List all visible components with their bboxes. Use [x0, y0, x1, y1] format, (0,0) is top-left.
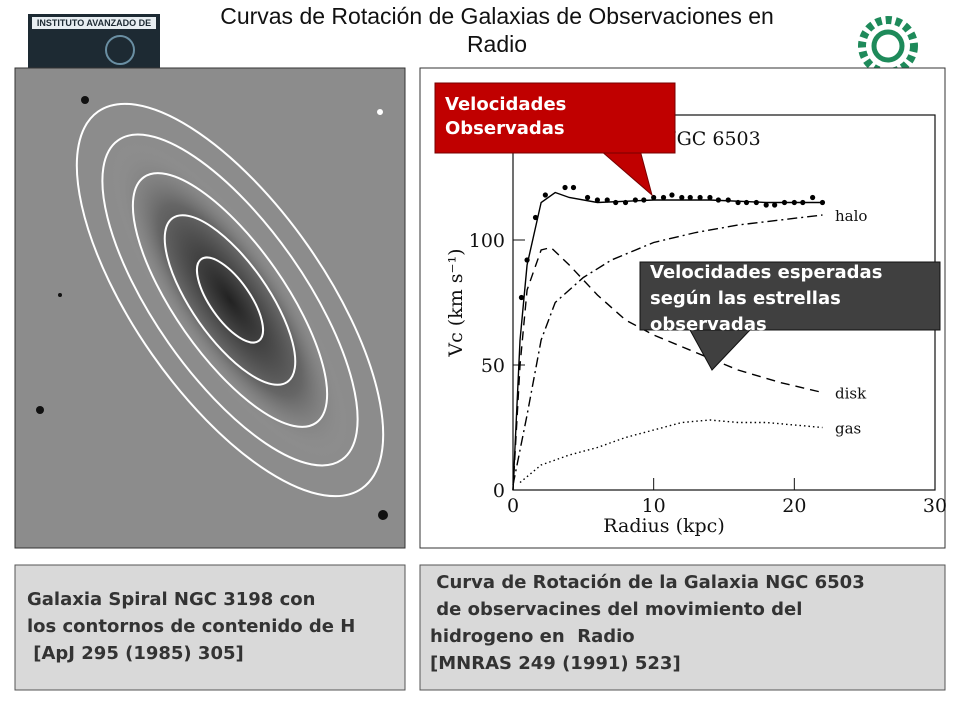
caption-box: [419, 564, 946, 691]
curve-label: halo: [835, 207, 867, 225]
data-point: [584, 194, 591, 201]
data-point: [772, 202, 778, 208]
caption-box: [14, 564, 406, 691]
y-tick-label: 50: [481, 355, 505, 377]
callout-text: Observadas: [445, 118, 565, 139]
data-point: [518, 294, 525, 301]
data-point: [651, 194, 657, 201]
caption-line: hidrogeno en Radio: [430, 626, 635, 647]
chart-title: NGC 6503: [660, 128, 761, 150]
logo-left: INSTITUTO AVANZADO DE: [28, 14, 160, 70]
callout-text: Velocidades: [445, 94, 566, 115]
y-tick-label: 100: [469, 230, 505, 252]
caption-line: Galaxia Spiral NGC 3198 con: [27, 589, 315, 610]
callout-text: Velocidades esperadas: [650, 262, 882, 283]
data-point: [604, 197, 610, 203]
data-point: [763, 202, 769, 208]
data-point: [687, 194, 693, 201]
caption-line: [MNRAS 249 (1991) 523]: [430, 653, 681, 674]
callout-observed: [434, 82, 676, 197]
x-tick-label: 20: [782, 495, 806, 517]
curve-label: disk: [835, 385, 867, 403]
galaxy-image: [14, 67, 406, 549]
data-point: [570, 184, 577, 191]
y-tick-label: 0: [493, 480, 505, 502]
curve-label: gas: [835, 420, 861, 438]
data-point: [707, 194, 713, 201]
curve: [512, 214, 823, 486]
data-point: [679, 194, 685, 201]
plot: 0 10 20 30 0 50 100 Radius (kpc) Vc (km s⁻¹) NGC …: [445, 114, 947, 537]
data-point: [743, 199, 750, 206]
callout-text: según las estrellas: [650, 288, 841, 309]
x-tick-label: 30: [923, 495, 947, 517]
data-point: [632, 197, 638, 203]
caption-line: los contornos de contenido de H: [27, 616, 355, 637]
data-point: [613, 199, 619, 206]
curve: [512, 191, 823, 491]
caption-line: [ApJ 295 (1985) 305]: [27, 643, 244, 664]
data-point: [810, 194, 816, 201]
x-tick-label: 0: [507, 495, 519, 517]
caption-line: Curva de Rotación de la Galaxia NGC 6503: [430, 572, 865, 593]
caption-line: de observacines del movimiento del: [430, 599, 802, 620]
x-tick-label: 10: [642, 495, 666, 517]
data-point: [697, 194, 703, 201]
logo-text: INSTITUTO AVANZADO DE: [37, 18, 151, 28]
callout-expected: [639, 261, 941, 371]
slide-title: Curvas de Rotación de Galaxias de Observ…: [220, 3, 774, 57]
curve: [512, 246, 823, 491]
data-point: [594, 197, 601, 203]
data-point: [725, 197, 731, 203]
y-axis-label: Vc (km s⁻¹): [445, 248, 467, 357]
data-point: [542, 192, 548, 198]
callout-text: observadas: [650, 314, 767, 335]
data-point: [669, 192, 675, 198]
data-point: [660, 194, 667, 201]
x-axis-label: Radius (kpc): [603, 515, 724, 537]
data-point: [562, 184, 568, 191]
